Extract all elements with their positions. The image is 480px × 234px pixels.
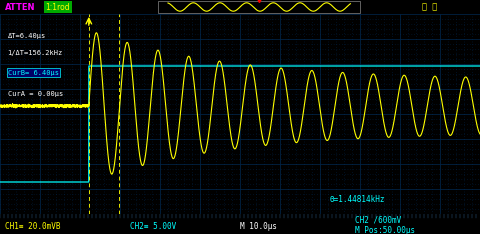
- Text: ΔT=6.40µs: ΔT=6.40µs: [8, 33, 46, 39]
- Text: Ⓢ  ⎕: Ⓢ ⎕: [422, 3, 438, 11]
- Bar: [158, 1, 360, 13]
- Text: CH1≡ 20.0mVB: CH1≡ 20.0mVB: [5, 222, 60, 231]
- Text: CurA = 0.00µs: CurA = 0.00µs: [8, 91, 63, 97]
- Text: M 10.0µs: M 10.0µs: [240, 222, 277, 231]
- Text: CurB= 6.40µs: CurB= 6.40µs: [8, 69, 59, 76]
- Text: Θ=1.44814kHz: Θ=1.44814kHz: [329, 195, 385, 204]
- Text: M Pos:50.00µs: M Pos:50.00µs: [355, 226, 415, 234]
- Text: 1:1rod: 1:1rod: [46, 3, 70, 11]
- Text: ATTEN: ATTEN: [5, 3, 36, 11]
- Text: 1/ΔT=156.2kHz: 1/ΔT=156.2kHz: [8, 50, 63, 56]
- Text: CH2≡ 5.00V: CH2≡ 5.00V: [130, 222, 176, 231]
- Text: CH2 /600mV: CH2 /600mV: [355, 216, 401, 225]
